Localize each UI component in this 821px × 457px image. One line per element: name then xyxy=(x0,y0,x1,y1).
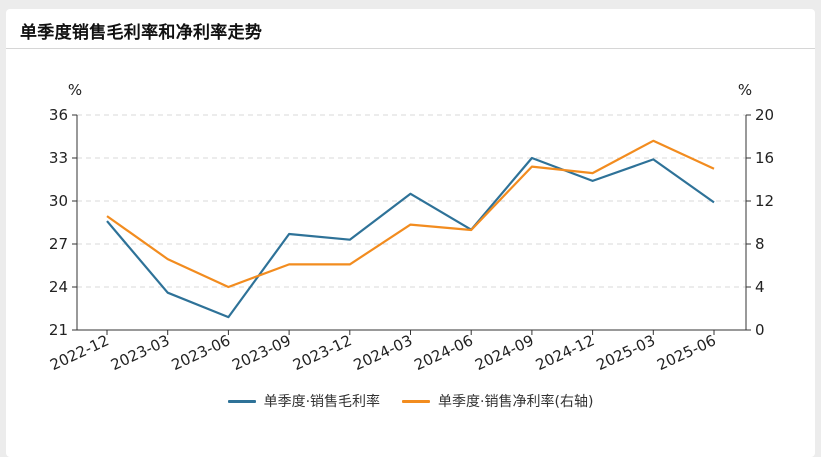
y-right-tick-label: 16 xyxy=(755,149,774,167)
x-tick-label: 2023-06 xyxy=(169,331,233,374)
chart-card: 单季度销售毛利率和净利率走势 xyxy=(6,9,815,457)
y-left-tick-label: 36 xyxy=(49,106,68,124)
legend-item-net-margin[interactable]: 单季度·销售净利率(右轴) xyxy=(402,391,593,411)
x-tick-label: 2025-06 xyxy=(654,331,718,374)
title-divider xyxy=(6,48,815,49)
legend-item-gross-margin[interactable]: 单季度·销售毛利率 xyxy=(227,391,381,411)
legend-swatch xyxy=(227,399,256,403)
y-right-tick-label: 0 xyxy=(755,321,765,339)
x-tick-label: 2023-12 xyxy=(290,331,354,374)
legend-label: 单季度·销售毛利率 xyxy=(263,394,381,410)
legend-label: 单季度·销售净利率(右轴) xyxy=(438,394,594,410)
y-right-tick-label: 4 xyxy=(755,278,765,296)
x-tick-label: 2023-09 xyxy=(229,331,293,374)
legend-swatch xyxy=(402,399,431,403)
y-left-unit-label: % xyxy=(68,81,82,99)
y-right-tick-label: 12 xyxy=(755,192,774,210)
series-line-gross-margin xyxy=(106,156,715,319)
y-right-tick-label: 8 xyxy=(755,235,765,253)
x-tick-label: 2024-03 xyxy=(351,331,415,374)
y-left-tick-label: 24 xyxy=(49,278,68,296)
y-left-tick-label: 33 xyxy=(49,149,68,167)
y-right-tick-label: 20 xyxy=(755,106,774,124)
y-right-unit-label: % xyxy=(738,81,752,99)
grid-lines xyxy=(77,114,746,288)
chart-title: 单季度销售毛利率和净利率走势 xyxy=(20,23,263,43)
x-tick-label: 2024-09 xyxy=(472,331,536,374)
y-left-tick-label: 30 xyxy=(49,192,68,210)
x-tick-label: 2025-03 xyxy=(594,331,658,374)
y-left-tick-label: 27 xyxy=(49,235,68,253)
y-left-tick-label: 21 xyxy=(49,321,68,339)
series-line-net-margin xyxy=(106,139,715,289)
x-tick-label: 2023-03 xyxy=(108,331,172,374)
axes xyxy=(72,114,751,335)
series-lines xyxy=(106,139,715,319)
chart-legend: 单季度·销售毛利率 单季度·销售净利率(右轴) xyxy=(0,391,821,411)
x-tick-label: 2024-06 xyxy=(411,331,475,374)
x-tick-label: 2024-12 xyxy=(533,331,597,374)
